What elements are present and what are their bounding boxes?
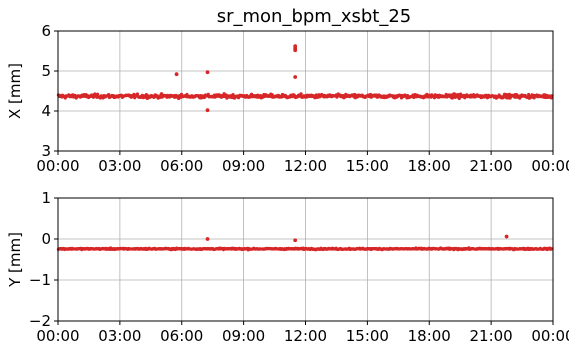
x-panel-ticks: 00:00 03:00 06:00 09:00 12:00 15:00 18:00 21:00… xyxy=(36,22,569,175)
y-panel-xtick-label: 03:00 xyxy=(98,327,141,344)
y-panel-outlier-point xyxy=(293,238,298,243)
x-panel-outlier-point xyxy=(205,108,210,113)
y-panel-outlier-point xyxy=(504,234,509,239)
x-panel-ytick-label: 6 xyxy=(41,22,51,40)
y-panel-ytick-label: 0 xyxy=(41,230,51,248)
y-panel-xtick-label: 00:00 xyxy=(36,327,79,344)
x-panel-xtick-label: 06:00 xyxy=(160,157,203,175)
y-panel-points xyxy=(56,234,554,252)
x-panel-ylabel: X [mm] xyxy=(6,63,24,119)
x-panel-point xyxy=(96,92,100,96)
x-panel-outlier-point xyxy=(205,70,210,75)
x-panel-point xyxy=(270,93,274,97)
x-panel-outlier-point xyxy=(293,44,298,49)
x-panel-ytick-label: 3 xyxy=(41,142,51,160)
x-panel-point xyxy=(335,95,339,99)
y-panel-xtick-label: 18:00 xyxy=(408,327,451,344)
x-panel-outlier-point xyxy=(174,72,179,77)
x-panel-xtick-label: 00:00 xyxy=(36,157,79,175)
y-panel-grid xyxy=(57,197,554,322)
y-panel-ytick-label: −1 xyxy=(29,271,51,289)
y-panel-xtick-label: 06:00 xyxy=(160,327,203,344)
x-panel-xtick-label: 21:00 xyxy=(470,157,513,175)
x-panel-outlier-point xyxy=(293,75,298,79)
panel-x: 00:00 03:00 06:00 09:00 12:00 15:00 18:00 21:00… xyxy=(6,22,569,175)
x-panel-point xyxy=(135,92,140,96)
y-panel-ytick-label: 1 xyxy=(41,189,51,207)
chart-title: sr_mon_bpm_xsbt_25 xyxy=(217,6,412,27)
x-panel-point xyxy=(452,92,457,96)
x-panel-xtick-label: 00:00 xyxy=(531,157,569,175)
x-panel-xtick-label: 15:00 xyxy=(346,157,389,175)
x-panel-points xyxy=(56,44,554,113)
y-panel-xtick-label: 12:00 xyxy=(284,327,327,344)
x-panel-xtick-label: 09:00 xyxy=(222,157,265,175)
y-panel-xtick-label: 15:00 xyxy=(346,327,389,344)
x-panel-grid xyxy=(57,30,554,152)
y-panel-xtick-label: 00:00 xyxy=(531,327,569,344)
panel-y: 00:00 03:00 06:00 09:00 12:00 15:00 18:00 21:00… xyxy=(6,189,569,345)
y-panel-ylabel: Y [mm] xyxy=(6,232,24,288)
y-panel-xtick-label: 21:00 xyxy=(470,327,513,344)
x-panel-xtick-label: 12:00 xyxy=(284,157,327,175)
y-panel-ticks: 00:00 03:00 06:00 09:00 12:00 15:00 18:00 21:00… xyxy=(29,189,569,345)
x-panel-xtick-label: 03:00 xyxy=(98,157,141,175)
x-panel-ytick-label: 5 xyxy=(41,62,51,80)
y-panel-ytick-label: −2 xyxy=(29,312,51,330)
x-panel-point xyxy=(206,92,210,96)
x-panel-ytick-label: 4 xyxy=(41,102,51,120)
y-panel-xtick-label: 09:00 xyxy=(222,327,265,344)
x-panel-point xyxy=(299,92,303,96)
x-panel-xtick-label: 18:00 xyxy=(408,157,451,175)
y-panel-outlier-point xyxy=(205,237,210,241)
